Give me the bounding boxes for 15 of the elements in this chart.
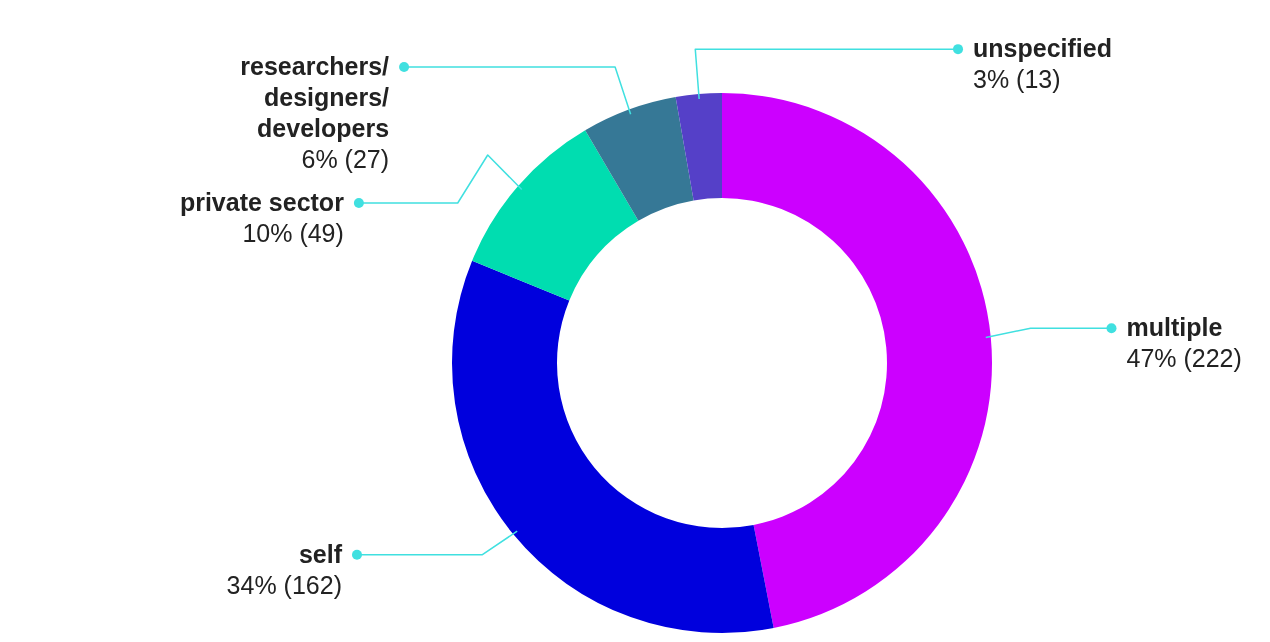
data-label: 3% (13) [973,65,1061,94]
slice-label: unspecified [973,34,1112,63]
donut-slice [452,260,774,633]
slice-label: multiple [1126,313,1223,342]
data-label: 47% (222) [1126,344,1242,373]
donut-slice [472,130,639,301]
slice-label: researchers/designers/developers [240,52,390,143]
donut-slice [722,93,992,629]
data-label: 10% (49) [242,219,344,248]
data-label: 6% (27) [301,145,390,174]
data-label: 34% (162) [226,570,342,599]
slice-label: private sector [179,188,345,217]
donut-slice [675,93,722,201]
donut-slice [585,97,694,221]
slice-label: self [298,539,343,568]
